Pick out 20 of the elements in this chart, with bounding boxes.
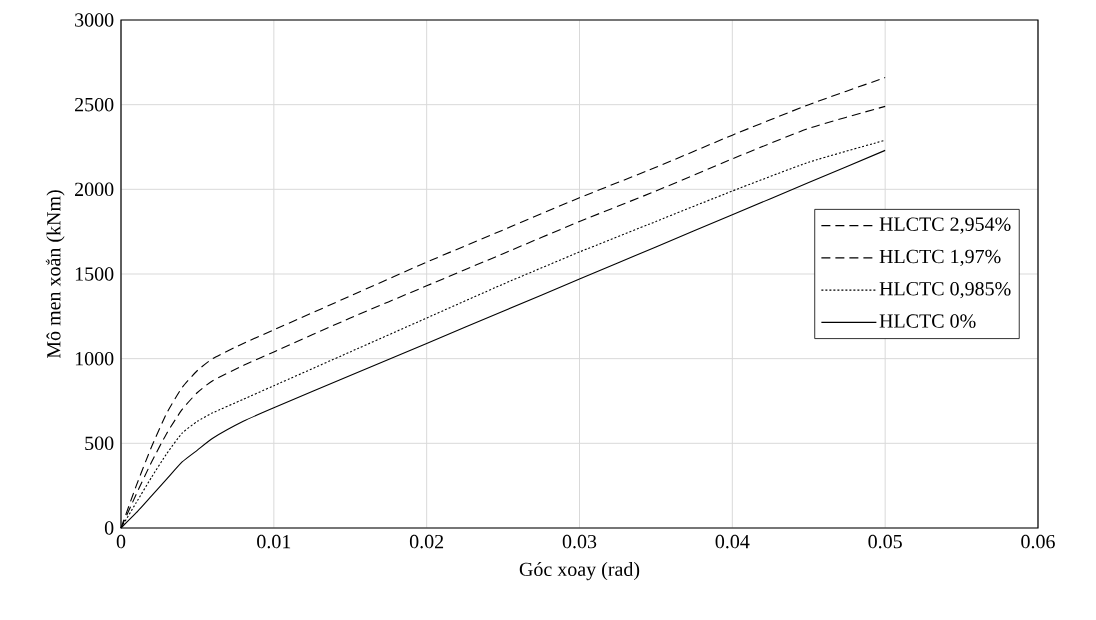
x-axis-title: Góc xoay (rad) <box>519 561 640 581</box>
legend-label: HLCTC 2,954% <box>879 217 1011 234</box>
y-tick-label: 1000 <box>75 351 114 366</box>
x-tick-label: 0.03 <box>562 534 597 549</box>
x-tick-label: 0.05 <box>868 534 902 549</box>
x-tick-label: 0.01 <box>257 534 291 549</box>
x-tick-label: 0 <box>116 534 126 549</box>
x-tick-label: 0.04 <box>715 534 750 549</box>
legend-label: HLCTC 1,97% <box>879 249 1001 267</box>
y-tick-label: 2500 <box>75 97 114 112</box>
y-tick-label: 500 <box>85 436 114 451</box>
y-axis-title: Mô men xoắn (kNm) <box>45 190 65 359</box>
y-tick-label: 2000 <box>75 182 114 197</box>
x-tick-label: 0.02 <box>409 534 444 549</box>
legend-label: HLCTC 0,985% <box>879 281 1011 299</box>
y-tick-label: 0 <box>104 521 114 535</box>
legend-label: HLCTC 0% <box>879 314 976 328</box>
x-tick-label: 0.06 <box>1021 534 1055 549</box>
y-tick-label: 3000 <box>75 13 114 27</box>
y-tick-label: 1500 <box>75 267 114 281</box>
